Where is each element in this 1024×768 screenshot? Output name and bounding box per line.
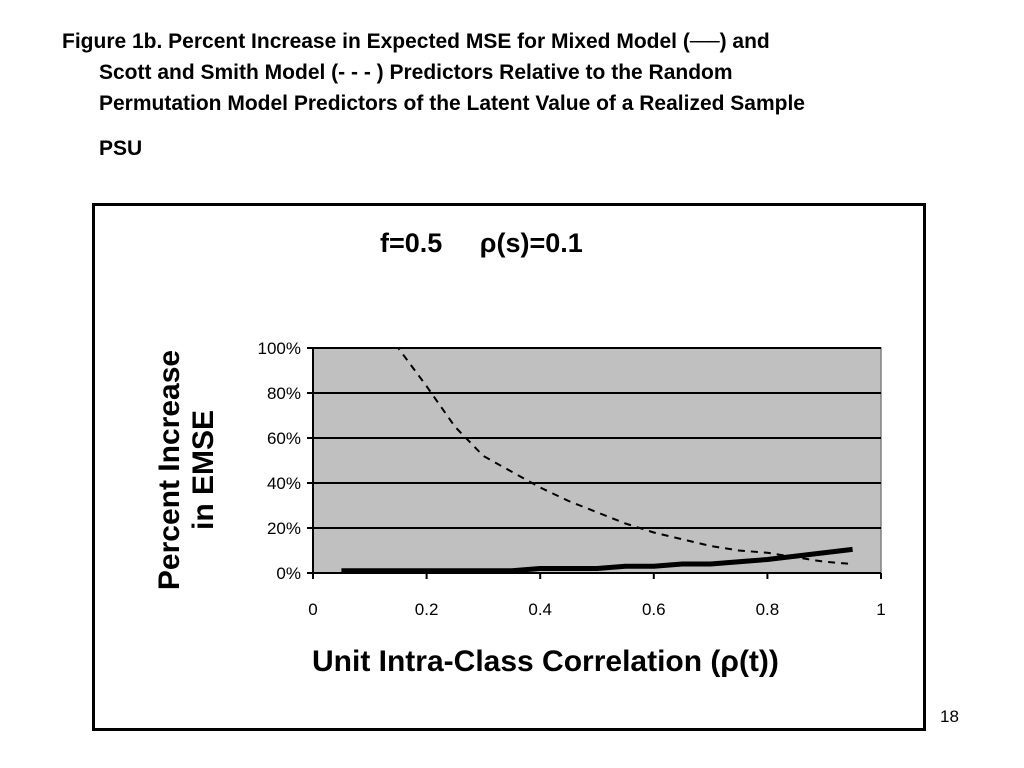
caption-line-2: Scott and Smith Model (- - - ) Predictor… [99, 61, 733, 84]
x-tick-label-0: 0 [308, 600, 317, 619]
y-tick-label-5: 100% [258, 339, 301, 358]
y-tick-label-1: 20% [267, 519, 301, 538]
x-tick-label-3: 0.6 [642, 600, 666, 619]
y-tick-label-3: 60% [267, 429, 301, 448]
caption-line-4: PSU [99, 137, 143, 160]
caption-line-1: Figure 1b. Percent Increase in Expected … [62, 30, 770, 53]
series-line-mixed-model [341, 546, 853, 574]
x-tick-label-5: 1 [876, 600, 885, 619]
x-axis-label: Unit Intra-Class Correlation (ρ(t)) [312, 645, 779, 678]
plot-area [312, 347, 882, 574]
x-tick-label-4: 0.8 [756, 600, 780, 619]
x-tick-label-2: 0.4 [528, 600, 552, 619]
chart-title: f=0.5 ρ(s)=0.1 [380, 228, 583, 258]
figure-caption: Figure 1b. Percent Increase in Expected … [62, 26, 982, 119]
y-tick-label-2: 40% [267, 474, 301, 493]
slide-number: 18 [940, 707, 959, 726]
x-tick-label-1: 0.2 [415, 600, 439, 619]
caption-line-3: Permutation Model Predictors of the Late… [99, 92, 805, 115]
series-line-scott-smith [341, 347, 853, 565]
y-tick-label-4: 80% [267, 384, 301, 403]
y-tick-label-0: 0% [276, 564, 301, 583]
